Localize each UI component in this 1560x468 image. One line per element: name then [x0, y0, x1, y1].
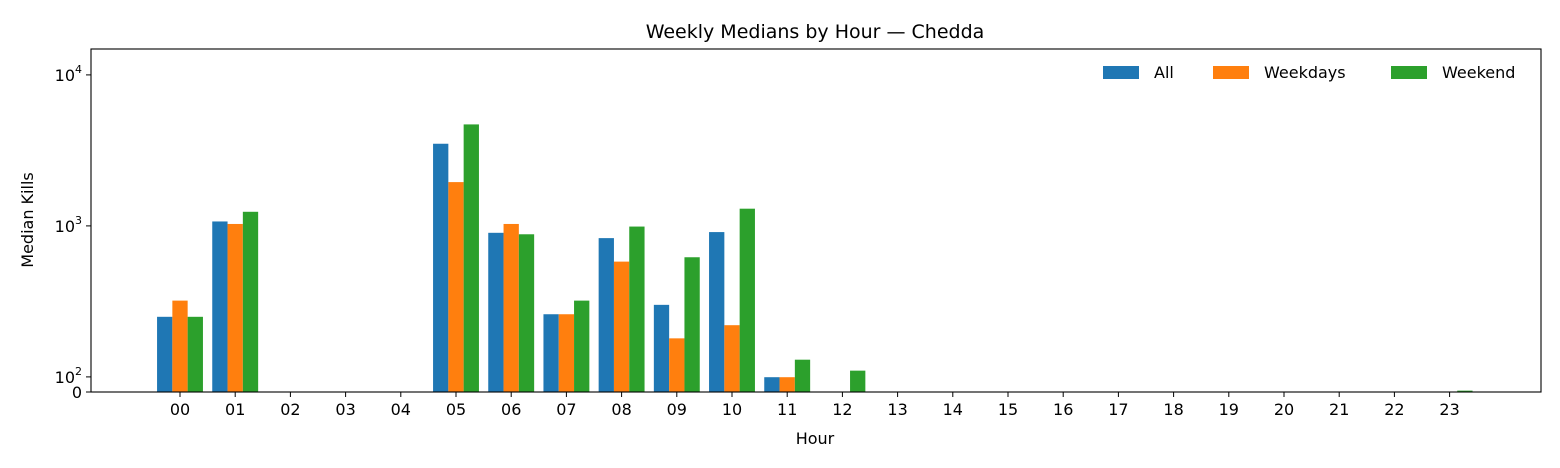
y-tick-label: 0 — [72, 383, 82, 402]
x-tick-label: 15 — [998, 400, 1018, 419]
bar-weekend-09 — [684, 257, 700, 392]
bar-weekdays-00 — [172, 300, 188, 392]
x-tick-label: 14 — [943, 400, 963, 419]
bar-all-01 — [212, 221, 228, 392]
x-tick-label: 18 — [1163, 400, 1183, 419]
x-tick-label: 12 — [832, 400, 852, 419]
x-tick-label: 07 — [556, 400, 576, 419]
bar-weekdays-09 — [669, 338, 685, 392]
bar-all-05 — [433, 143, 449, 392]
x-axis: 00 01 02 03 04 05 06 07 08 09 10 11 12 13 14 15 16 17 18 19… — [170, 392, 1460, 419]
x-tick-label: 00 — [170, 400, 190, 419]
bar-all-08 — [598, 238, 614, 392]
x-tick-label: 01 — [225, 400, 245, 419]
bar-all-06 — [488, 232, 504, 392]
chart-title: Weekly Medians by Hour — Chedda — [646, 21, 985, 43]
bar-all-10 — [709, 232, 725, 392]
bar-weekdays-10 — [724, 325, 740, 392]
legend-label-all: All — [1154, 63, 1174, 82]
bar-weekend-01 — [242, 211, 259, 392]
bar-weekend-23 — [1457, 390, 1473, 392]
bar-weekdays-01 — [227, 223, 243, 392]
bar-weekdays-08 — [613, 261, 630, 392]
x-tick-label: 21 — [1329, 400, 1349, 419]
bar-weekend-05 — [463, 124, 479, 392]
x-tick-label: 03 — [335, 400, 355, 419]
x-tick-label: 06 — [501, 400, 521, 419]
x-tick-label: 08 — [611, 400, 631, 419]
bar-weekdays-05 — [448, 182, 464, 392]
bar-weekend-08 — [629, 226, 645, 392]
bar-weekdays-07 — [558, 314, 575, 392]
bar-all-11 — [764, 377, 780, 392]
x-tick-label: 22 — [1384, 400, 1404, 419]
bar-layer — [157, 124, 1473, 393]
bar-weekend-06 — [518, 234, 535, 392]
bar-weekend-00 — [187, 316, 203, 392]
y-axis-label: Median Kills — [18, 172, 37, 267]
bar-weekdays-06 — [503, 223, 519, 392]
x-tick-label: 19 — [1219, 400, 1239, 419]
plot-frame — [90, 48, 1542, 393]
legend-swatch-weekend — [1391, 66, 1427, 79]
x-tick-label: 09 — [667, 400, 687, 419]
bar-weekend-10 — [739, 208, 755, 392]
bar-all-00 — [157, 316, 173, 392]
x-tick-label: 11 — [777, 400, 797, 419]
bar-weekend-11 — [794, 359, 811, 392]
legend: All Weekdays Weekend — [1103, 63, 1515, 82]
y-tick-label: 102 — [55, 365, 82, 387]
y-tick-label: 104 — [55, 63, 82, 85]
x-axis-label: Hour — [796, 429, 835, 448]
bar-weekend-12 — [850, 370, 866, 392]
legend-label-weekdays: Weekdays — [1264, 63, 1346, 82]
x-tick-label: 16 — [1053, 400, 1073, 419]
x-tick-label: 20 — [1274, 400, 1294, 419]
x-tick-label: 02 — [280, 400, 300, 419]
legend-swatch-all — [1103, 66, 1139, 79]
bar-weekend-07 — [574, 300, 590, 392]
legend-label-weekend: Weekend — [1442, 63, 1515, 82]
x-tick-label: 04 — [391, 400, 411, 419]
bar-all-09 — [653, 304, 670, 392]
x-tick-label: 23 — [1439, 400, 1459, 419]
x-tick-label: 13 — [887, 400, 907, 419]
x-tick-label: 17 — [1108, 400, 1128, 419]
x-tick-label: 05 — [446, 400, 466, 419]
legend-swatch-weekdays — [1213, 66, 1249, 79]
bar-weekdays-11 — [779, 377, 795, 392]
x-tick-label: 10 — [722, 400, 742, 419]
bar-all-07 — [543, 314, 559, 392]
y-tick-label: 103 — [55, 214, 82, 236]
